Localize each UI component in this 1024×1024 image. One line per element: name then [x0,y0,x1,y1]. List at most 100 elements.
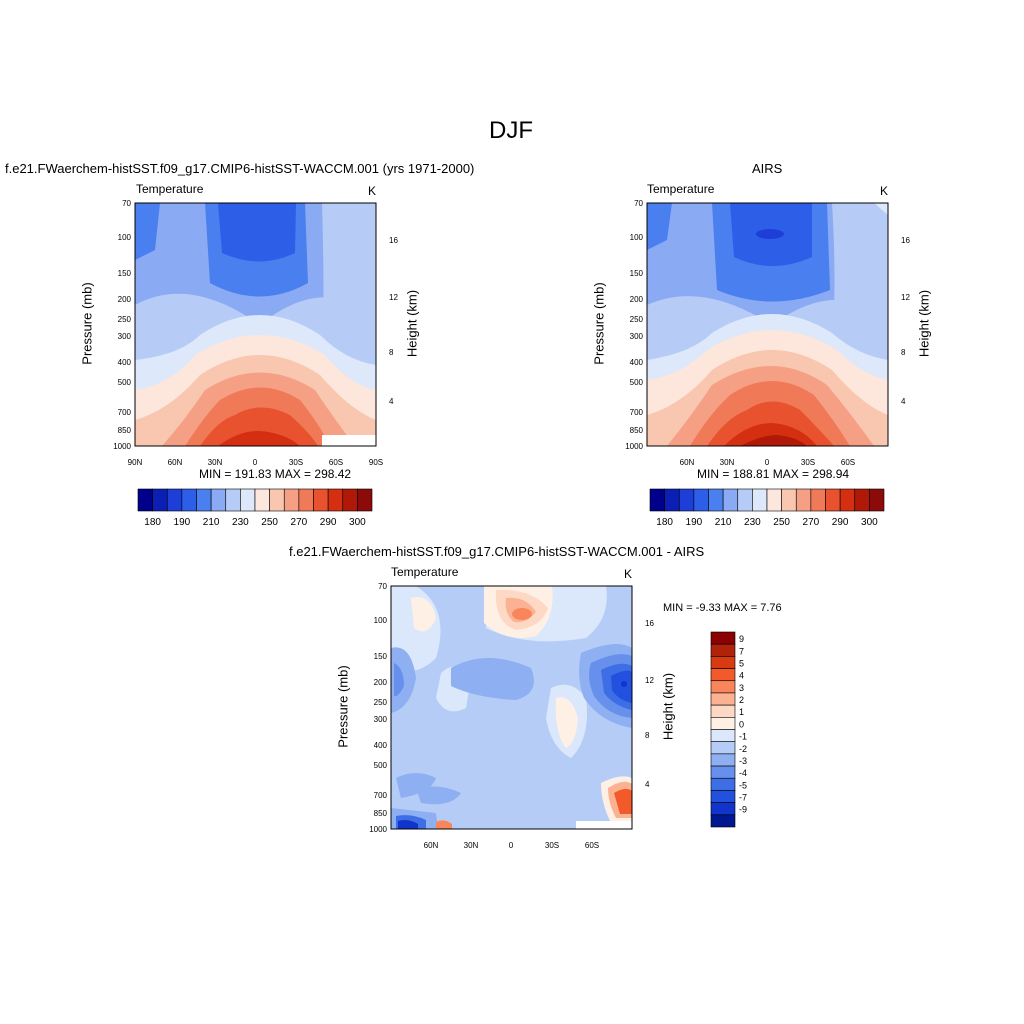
panel3-colorbar-label: 3 [739,683,744,693]
panel1-contour-plot: 70 100 150 200 250 300 400 500 700 850 1… [113,199,398,467]
panel1-ytick: 700 [118,408,132,417]
panel3-colorbar-label: -7 [739,793,747,803]
panel2-colorbar-swatch [722,488,739,512]
panel3-colorbar-label: 0 [739,719,744,729]
panel2-ytick: 400 [630,358,644,367]
panel2-colorbar-swatch [737,488,753,512]
panel3-colorbar-swatch [710,692,736,706]
panel3-colorbar-swatch [710,814,736,828]
panel1-colorbar-swatch [166,488,183,512]
panel3-colorbar-swatch [710,753,736,767]
panel1-y2tick: 12 [389,293,398,302]
panel3-xtick: 30S [545,841,559,850]
panel3-ytick: 1000 [369,825,387,834]
panel1-ytick: 300 [118,332,132,341]
panel2-colorbar-swatch [708,488,724,512]
panel1-ytick: 1000 [113,442,131,451]
panel2-stats: MIN = 188.81 MAX = 298.94 [697,467,850,481]
panel3-colorbar-label: 7 [739,646,744,656]
panel3-colorbar-label: -9 [739,805,747,815]
panel2-ytick: 700 [630,408,644,417]
panel1-colorbar: 180 190 210 230 250 270 290 300 [137,488,373,528]
panel3-contour-plot: 70 100 150 200 250 300 400 500 700 850 1… [369,582,654,850]
panel1-xtick: 60S [329,458,343,467]
panel3-colorbar-label: -1 [739,732,747,742]
panel2-colorbar-swatch [854,488,870,512]
panel3-colorbar-swatch [710,777,736,791]
panel3-colorbar-swatch [710,717,736,730]
panel2-colorbar-swatch [678,488,695,512]
panel1-colorbar-swatch [313,488,329,512]
panel2-xtick: 60S [841,458,855,467]
panel3-colorbar-swatch [710,704,736,718]
panel3-colorbar-label: -3 [739,756,747,766]
panel2-xtick: 60N [680,458,695,467]
panel3-colorbar-swatch [710,802,736,816]
panel2-title: AIRS [752,161,783,176]
panel1-colorbar-swatch [283,488,300,512]
panel1-y2tick: 4 [389,397,394,406]
panel1-colorbar-swatch [196,488,212,512]
panel1-colorbar-label: 230 [232,517,249,528]
panel3-ytick: 70 [378,582,387,591]
panel2-contour-plot: 70 100 150 200 250 300 400 500 700 850 1… [625,199,910,467]
panel2-ytick: 300 [630,332,644,341]
panel1-ytick: 70 [122,199,131,208]
panel1-y2label: Height (km) [404,289,420,358]
panel1-ytick: 850 [118,426,132,435]
panel3-ytick: 150 [374,652,388,661]
panel3-colorbar-label: -2 [739,744,747,754]
panel1-title: f.e21.FWaerchem-histSST.f09_g17.CMIP6-hi… [5,161,475,176]
panel1-ytick: 200 [118,295,132,304]
panel1-colorbar-swatch [269,488,285,512]
panel3-ylabel: Pressure (mb) [335,665,351,748]
panel3-colorbar-label: 1 [739,707,744,717]
panel2-colorbar-swatch [664,488,680,512]
panel2-ytick: 200 [630,295,644,304]
panel1-colorbar-label: 290 [320,517,337,528]
panel2-colorbar-swatch [795,488,812,512]
panel1-ytick: 100 [118,233,132,242]
panel1-xtick: 60N [168,458,183,467]
panel2-y2tick: 8 [901,348,906,357]
panel2-ytick: 500 [630,378,644,387]
panel2-colorbar-label: 180 [656,517,673,528]
panel2-xtick: 0 [765,458,770,467]
panel3-y2label: Height (km) [660,672,676,741]
panel1-colorbar-swatch [254,488,270,512]
panel1-ytick: 250 [118,315,132,324]
panel2-colorbar-swatch [825,488,841,512]
panel3-colorbar-label: -5 [739,780,747,790]
panel1-colorbar-swatch [137,488,153,512]
panel2-colorbar-swatch [693,488,709,512]
panel3-ytick: 200 [374,678,388,687]
panel3-left-label: Temperature [391,565,459,579]
panel1-colorbar-swatch [181,488,197,512]
panel1-colorbar-swatch [327,488,344,512]
panel3-colorbar-swatch [710,631,736,645]
panel3-stats: MIN = -9.33 MAX = 7.76 [663,602,782,614]
panel1-ytick: 150 [118,269,132,278]
panel2-y2tick: 16 [901,236,910,245]
panel2-colorbar-label: 230 [744,517,761,528]
panel3-y2tick: 16 [645,619,654,628]
panel3-colorbar-swatch [710,790,736,803]
panel1-y2tick: 16 [389,236,398,245]
panel2-xtick: 30N [720,458,735,467]
panel3-colorbar-label: 4 [739,671,744,681]
panel2-y2label: Height (km) [916,289,932,358]
page-title: DJF [489,117,533,144]
panel3-units-label: K [624,567,633,581]
panel3-colorbar-swatch [710,765,736,779]
panel3-colorbar-swatch [710,668,736,682]
panel3-colorbar: 9 7 5 4 3 2 1 0 -1 -2 -3 -4 -5 -7 -9 [710,631,747,828]
panel2-y2tick: 12 [901,293,910,302]
panel2-colorbar-swatch [869,488,885,512]
panel2-colorbar-swatch [766,488,782,512]
panel3-xtick: 60N [424,841,439,850]
panel2-xtick: 30S [801,458,815,467]
panel2-colorbar-swatch [752,488,768,512]
panel3-ytick: 400 [374,741,388,750]
panel1-stats: MIN = 191.83 MAX = 298.42 [199,467,352,481]
panel3-ytick: 850 [374,809,388,818]
